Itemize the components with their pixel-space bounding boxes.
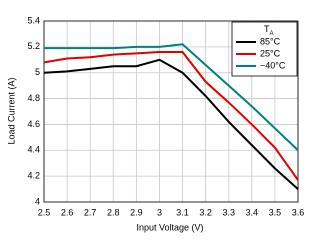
x-tick-label: 3.4: [246, 207, 259, 217]
x-tick-label: 3.3: [222, 207, 235, 217]
data-line: [43, 58, 299, 190]
x-tick-label: 2.7: [84, 207, 97, 217]
y-tick-label: 4.4: [27, 145, 40, 155]
y-tick-label: 4.6: [27, 119, 40, 129]
y-tick-label: 4: [35, 196, 40, 206]
x-tick-label: 3.2: [199, 207, 212, 217]
legend-label: 25°C: [260, 48, 281, 58]
plot-frame: [43, 20, 299, 203]
x-tick-label: 2.5: [38, 207, 51, 217]
legend-label: 85°C: [260, 36, 281, 46]
legend-label: −40°C: [260, 60, 286, 70]
data-line: [44, 43, 299, 152]
x-tick-label: 2.9: [130, 207, 143, 217]
x-tick-label: 3.5: [269, 207, 282, 217]
y-tick-label: 4.8: [27, 93, 40, 103]
x-tick-label: 2.6: [61, 207, 74, 217]
x-tick-label: 3.1: [176, 207, 189, 217]
data-line: [43, 51, 299, 181]
legend-title-sub: A: [270, 31, 274, 37]
y-tick-label: 5.4: [27, 15, 40, 25]
y-axis-title: Load Current (A): [6, 77, 16, 144]
y-tick-label: 5.2: [27, 41, 40, 51]
legend-title-main: T: [264, 24, 270, 34]
x-tick-label: 3.6: [292, 207, 305, 217]
y-tick-label: 5: [35, 67, 40, 77]
y-tick-label: 4.2: [27, 171, 40, 181]
x-tick-label: 2.8: [107, 207, 120, 217]
x-tick-label: 3: [157, 207, 162, 217]
legend-title: TA: [264, 24, 274, 36]
x-axis-title: Input Voltage (V): [136, 222, 203, 232]
